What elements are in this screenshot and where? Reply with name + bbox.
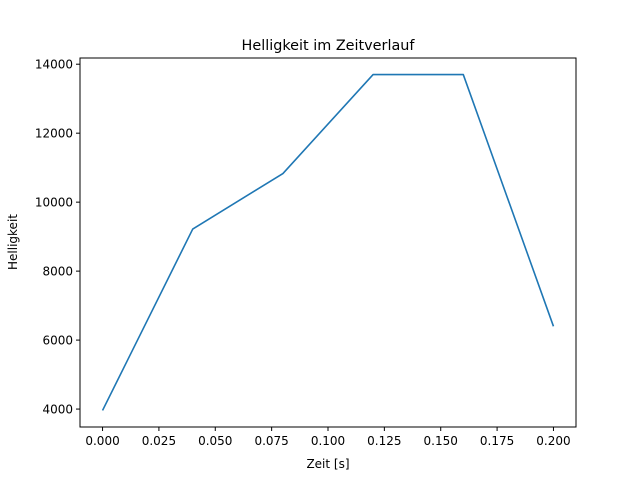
x-tick-label: 0.125	[367, 434, 401, 448]
plot-area-frame	[80, 58, 576, 427]
x-tick-label: 0.025	[142, 434, 176, 448]
y-tick-label: 6000	[42, 334, 73, 348]
x-tick-label: 0.075	[254, 434, 288, 448]
x-tick-label: 0.175	[480, 434, 514, 448]
y-tick-label: 4000	[42, 403, 73, 417]
x-tick-label: 0.000	[85, 434, 119, 448]
x-tick-label: 0.200	[536, 434, 570, 448]
y-tick-label: 8000	[42, 265, 73, 279]
y-tick-label: 10000	[35, 196, 73, 210]
x-axis-label: Zeit [s]	[306, 457, 349, 471]
chart-title: Helligkeit im Zeitverlauf	[242, 38, 416, 54]
x-tick-label: 0.100	[311, 434, 345, 448]
y-axis-label: Helligkeit	[6, 214, 20, 270]
x-tick-label: 0.050	[198, 434, 232, 448]
series-line	[103, 75, 554, 411]
y-tick-label: 12000	[35, 127, 73, 141]
x-tick-label: 0.150	[424, 434, 458, 448]
y-tick-label: 14000	[35, 58, 73, 72]
